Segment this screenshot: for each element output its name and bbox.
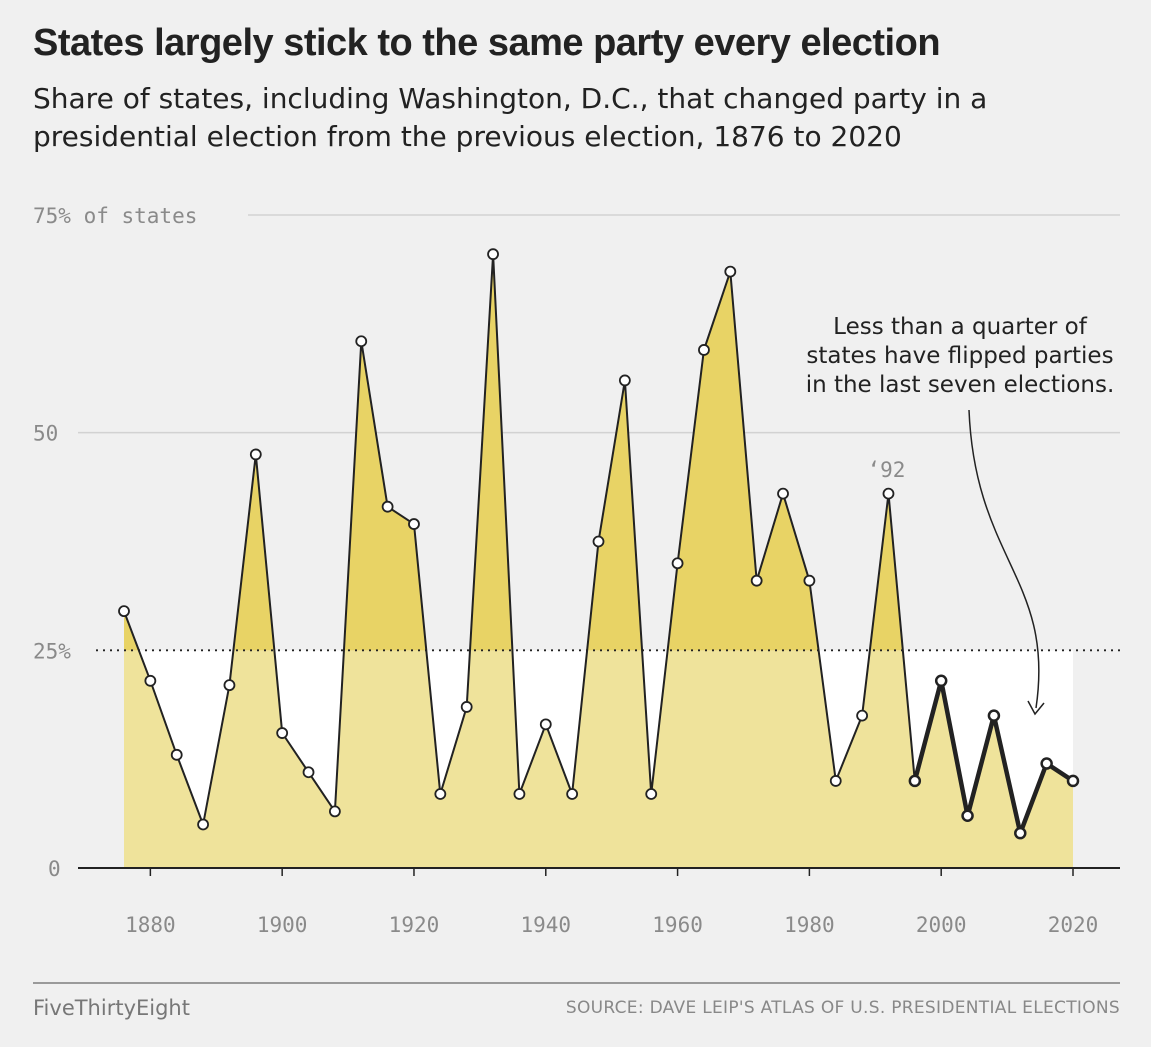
x-tick-label-1880: 1880 — [125, 913, 176, 937]
data-point-2000 — [934, 674, 948, 688]
data-point-2016 — [1040, 757, 1053, 770]
y-tick-label-25: 25% — [33, 639, 71, 663]
data-point-1980 — [803, 574, 816, 587]
data-point-1960 — [671, 557, 684, 570]
data-point-2012 — [1014, 826, 1027, 840]
x-tick-label-1920: 1920 — [389, 913, 440, 937]
data-point-2008 — [987, 709, 1001, 722]
data-point-2020 — [1066, 774, 1080, 788]
x-tick-label-1900: 1900 — [257, 913, 308, 937]
x-tick-label-1960: 1960 — [652, 913, 703, 937]
data-point-1880 — [144, 674, 157, 687]
data-point-1992 — [882, 487, 895, 500]
annotation-arrow-line — [968, 409, 1040, 709]
data-point-1944 — [566, 788, 579, 800]
x-tick-label-2000: 2000 — [916, 913, 967, 937]
data-point-2004 — [961, 809, 974, 823]
x-tick-label-2020: 2020 — [1048, 913, 1099, 937]
data-point-1948 — [592, 535, 605, 548]
data-point-1940 — [539, 718, 552, 731]
data-point-1952 — [618, 374, 631, 387]
annotation-note-line-2: states have flipped parties — [806, 343, 1113, 369]
data-point-1976 — [777, 487, 789, 500]
data-point-1888 — [197, 818, 209, 831]
area-below-threshold — [124, 650, 1073, 868]
footer-brand: FiveThirtyEight — [33, 996, 190, 1020]
data-point-1912 — [355, 335, 368, 348]
data-point-1904 — [302, 766, 315, 779]
data-point-1884 — [170, 748, 183, 761]
data-point-1936 — [513, 788, 526, 800]
data-point-1964 — [698, 344, 710, 356]
data-point-1896 — [249, 448, 262, 461]
data-point-1900 — [276, 727, 289, 739]
data-point-1988 — [856, 709, 869, 722]
annotation-year-label: ‘92 — [868, 458, 906, 482]
chart-subtitle: Share of states, including Washington, D… — [33, 82, 988, 153]
x-tick-label-1940: 1940 — [520, 913, 571, 937]
chart-title: States largely stick to the same party e… — [33, 22, 941, 64]
data-point-1984 — [829, 775, 842, 787]
data-point-1916 — [381, 500, 394, 513]
data-point-1924 — [434, 788, 447, 800]
data-point-1968 — [724, 265, 737, 278]
annotation-note-line-3: in the last seven elections. — [806, 372, 1115, 398]
footer-divider — [33, 982, 1120, 984]
data-point-1996 — [908, 774, 922, 788]
data-point-1892 — [223, 679, 236, 692]
y-tick-label-0: 0 — [48, 857, 61, 881]
data-point-1956 — [645, 788, 658, 800]
data-point-1932 — [487, 248, 499, 261]
footer-source: SOURCE: DAVE LEIP'S ATLAS OF U.S. PRESID… — [565, 998, 1120, 1018]
y-tick-label-75: 75% of states — [33, 204, 197, 228]
data-point-1908 — [328, 805, 341, 818]
chart-svg: 75% of states 50 25% 0 1880 1900 1920 1940 1960 1… — [33, 204, 1120, 937]
data-point-1972 — [750, 574, 763, 587]
annotation-note-line-1: Less than a quarter of — [833, 314, 1088, 340]
data-point-1920 — [408, 518, 420, 530]
x-tick-label-1980: 1980 — [784, 913, 835, 937]
data-point-1928 — [460, 701, 473, 713]
data-point-1876 — [118, 605, 130, 618]
y-tick-label-50: 50 — [33, 422, 58, 446]
annotation-arrow-head — [1027, 700, 1045, 716]
